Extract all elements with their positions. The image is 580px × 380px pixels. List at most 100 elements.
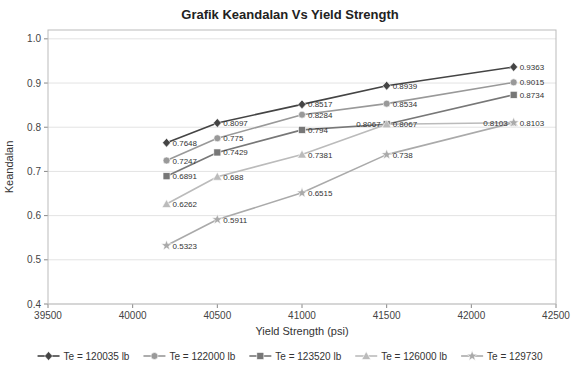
- data-label: 0.9363: [520, 63, 545, 72]
- point: [383, 100, 390, 107]
- data-label: 0.8097: [223, 119, 248, 128]
- series-line: [167, 123, 514, 204]
- y-tick-label: 0.7: [27, 166, 41, 177]
- point: [212, 214, 222, 224]
- point: [508, 117, 518, 127]
- x-tick: [386, 304, 387, 308]
- background: [0, 0, 580, 380]
- legend-item: Te = 126000 lb: [355, 351, 447, 362]
- legend-item: Te = 120035 lb: [38, 351, 130, 362]
- point: [381, 149, 391, 159]
- point: [214, 149, 221, 156]
- data-label: 0.6262: [173, 200, 198, 209]
- point: [163, 157, 170, 164]
- data-label: 0.8534: [393, 100, 418, 109]
- data-label: 0.7429: [223, 148, 248, 157]
- data-label: 0.688: [223, 173, 244, 182]
- data-label: 0.8734: [520, 91, 545, 100]
- x-tick: [556, 304, 557, 308]
- data-label: 0.7648: [173, 139, 198, 148]
- point: [298, 150, 307, 158]
- point: [510, 62, 518, 71]
- y-tick-label: 0.5: [27, 254, 41, 265]
- point: [383, 81, 391, 90]
- data-labels: 0.7648 0.7247 0.6891 0.6262 0.5323 0.8097 0.77…: [173, 63, 545, 251]
- point: [299, 111, 306, 118]
- data-label: 0.775: [223, 134, 244, 143]
- x-tick: [471, 304, 472, 308]
- legend-item: Te = 122000 lb: [143, 351, 235, 362]
- data-label: 0.8067: [356, 120, 381, 129]
- y-tick: [44, 83, 48, 84]
- point: [162, 200, 171, 208]
- point: [510, 79, 517, 86]
- x-tick-label: 41000: [288, 310, 316, 321]
- data-label: 0.8103: [483, 119, 508, 128]
- data-label: 0.738: [393, 151, 414, 160]
- legend-marker: [362, 352, 371, 360]
- axes: 0.40.50.60.70.80.91.03950040000405004100…: [27, 30, 570, 321]
- legend-item: Te = 123520 lb: [249, 351, 341, 362]
- data-label: 0.7247: [173, 157, 198, 166]
- data-label: 0.5911: [223, 216, 247, 225]
- point: [298, 100, 306, 109]
- data-label: 0.794: [308, 126, 329, 135]
- point: [213, 118, 221, 127]
- x-tick-label: 40000: [119, 310, 147, 321]
- data-label: 0.6891: [173, 172, 198, 181]
- y-tick: [44, 304, 48, 305]
- legend-marker: [151, 353, 158, 360]
- grid: [48, 39, 556, 304]
- data-label: 0.6515: [308, 189, 333, 198]
- grid-line: [48, 83, 556, 84]
- data-label: 0.5323: [173, 242, 198, 251]
- data-label: 0.7381: [308, 151, 333, 160]
- plot-area: [161, 62, 519, 249]
- y-tick: [44, 38, 48, 39]
- plot-frame: [48, 30, 556, 304]
- x-tick-label: 40500: [203, 310, 231, 321]
- data-label: 0.8939: [393, 82, 418, 91]
- x-tick-label: 41500: [373, 310, 401, 321]
- y-tick-label: 0.4: [27, 299, 41, 310]
- data-label: 0.8067: [393, 120, 418, 129]
- y-tick-label: 0.8: [27, 122, 41, 133]
- x-tick-label: 39500: [34, 310, 62, 321]
- legend-marker: [257, 353, 264, 360]
- legend-label: Te = 120035 lb: [64, 351, 130, 362]
- point: [299, 126, 306, 133]
- x-tick: [217, 304, 218, 308]
- y-tick: [44, 127, 48, 128]
- x-tick: [132, 304, 133, 308]
- y-tick: [44, 215, 48, 216]
- grid-line: [48, 171, 556, 172]
- point: [509, 118, 518, 126]
- legend-marker: [467, 351, 477, 361]
- data-label: 0.8284: [308, 111, 333, 120]
- legend-marker: [45, 352, 53, 361]
- grid-line: [48, 215, 556, 216]
- x-axis-label: Yield Strength (psi): [255, 325, 348, 337]
- point: [297, 187, 307, 197]
- y-tick: [44, 171, 48, 172]
- x-tick-label: 42000: [457, 310, 485, 321]
- chart: 0.40.50.60.70.80.91.03950040000405004100…: [0, 0, 580, 380]
- point: [213, 172, 222, 180]
- legend: Te = 120035 lb Te = 122000 lb Te = 123520 …: [38, 351, 543, 362]
- series-line: [167, 82, 514, 160]
- series-line: [167, 123, 514, 246]
- y-axis-label: Keandalan: [3, 141, 15, 194]
- point: [161, 240, 171, 250]
- point: [214, 135, 221, 142]
- point: [163, 173, 170, 180]
- y-tick-label: 0.6: [27, 210, 41, 221]
- legend-label: Te = 122000 lb: [169, 351, 235, 362]
- x-tick: [48, 304, 49, 308]
- data-label: 0.8517: [308, 100, 333, 109]
- legend-label: Te = 126000 lb: [381, 351, 447, 362]
- y-tick-label: 0.9: [27, 78, 41, 89]
- y-tick: [44, 259, 48, 260]
- legend-label: Te = 129730: [487, 351, 543, 362]
- grid-line: [48, 38, 556, 39]
- point: [383, 121, 390, 128]
